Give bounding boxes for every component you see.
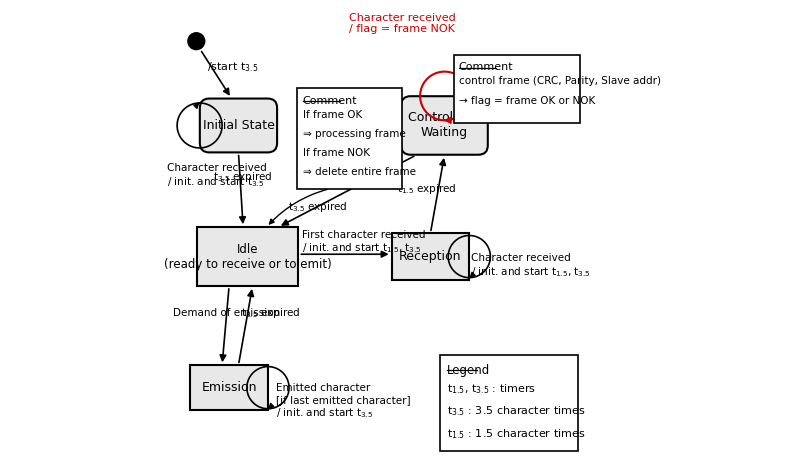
Text: Control and
Waiting: Control and Waiting [408, 112, 481, 139]
Text: t$_{1.5}$ : 1.5 character times: t$_{1.5}$ : 1.5 character times [447, 427, 586, 441]
Bar [440, 355, 578, 451]
Text: t$_{3.5}$ : 3.5 character times: t$_{3.5}$ : 3.5 character times [447, 405, 586, 418]
Bar [198, 227, 298, 286]
Text: control frame (CRC, Parity, Slave addr): control frame (CRC, Parity, Slave addr) [458, 76, 661, 86]
Text: t$_{1.5}$, t$_{3.5}$ : timers: t$_{1.5}$, t$_{3.5}$ : timers [447, 382, 536, 396]
Text: Demand of emission: Demand of emission [173, 308, 280, 318]
Text: t$_{3.5}$ expired: t$_{3.5}$ expired [241, 306, 301, 320]
Text: Initial State: Initial State [202, 119, 274, 132]
Text: Character received
/ flag = frame NOK: Character received / flag = frame NOK [349, 13, 456, 34]
Text: Emitted character
[if last emitted character]
/ init. and start t$_{3.5}$: Emitted character [if last emitted chara… [276, 383, 410, 421]
Circle shape [188, 33, 205, 49]
Text: t$_{3.5}$ expired: t$_{3.5}$ expired [213, 170, 273, 184]
Text: t$_{1.5}$ expired: t$_{1.5}$ expired [398, 182, 457, 196]
Bar [297, 88, 402, 189]
FancyBboxPatch shape [401, 96, 488, 155]
Bar [454, 55, 580, 123]
Text: Character received
/ init. and start t$_{1.5}$, t$_{3.5}$: Character received / init. and start t$_… [471, 253, 591, 279]
Text: Comment: Comment [458, 62, 513, 72]
Text: Idle
(ready to receive or to emit): Idle (ready to receive or to emit) [164, 243, 332, 270]
Text: → flag = frame OK or NOK: → flag = frame OK or NOK [458, 96, 594, 106]
Bar [190, 365, 268, 410]
Text: ⇒ delete entire frame: ⇒ delete entire frame [302, 167, 416, 177]
Text: Emission: Emission [202, 381, 257, 394]
Text: First character received
/ init. and start t$_{1.5}$, t$_{3.5}$: First character received / init. and sta… [302, 230, 425, 255]
FancyBboxPatch shape [200, 98, 277, 153]
Text: If frame NOK: If frame NOK [302, 148, 370, 158]
Text: t$_{3.5}$ expired: t$_{3.5}$ expired [288, 201, 348, 214]
Text: Reception: Reception [399, 250, 462, 263]
Bar [392, 233, 469, 280]
Text: If frame OK: If frame OK [302, 111, 362, 121]
Text: Character received
/ init. and start t$_{3.5}$: Character received / init. and start t$_… [167, 163, 267, 189]
Text: Comment: Comment [302, 96, 358, 106]
Text: /start t$_{3.5}$: /start t$_{3.5}$ [207, 60, 258, 74]
Text: Legend: Legend [447, 364, 490, 377]
Text: ⇒ processing frame: ⇒ processing frame [302, 129, 406, 139]
